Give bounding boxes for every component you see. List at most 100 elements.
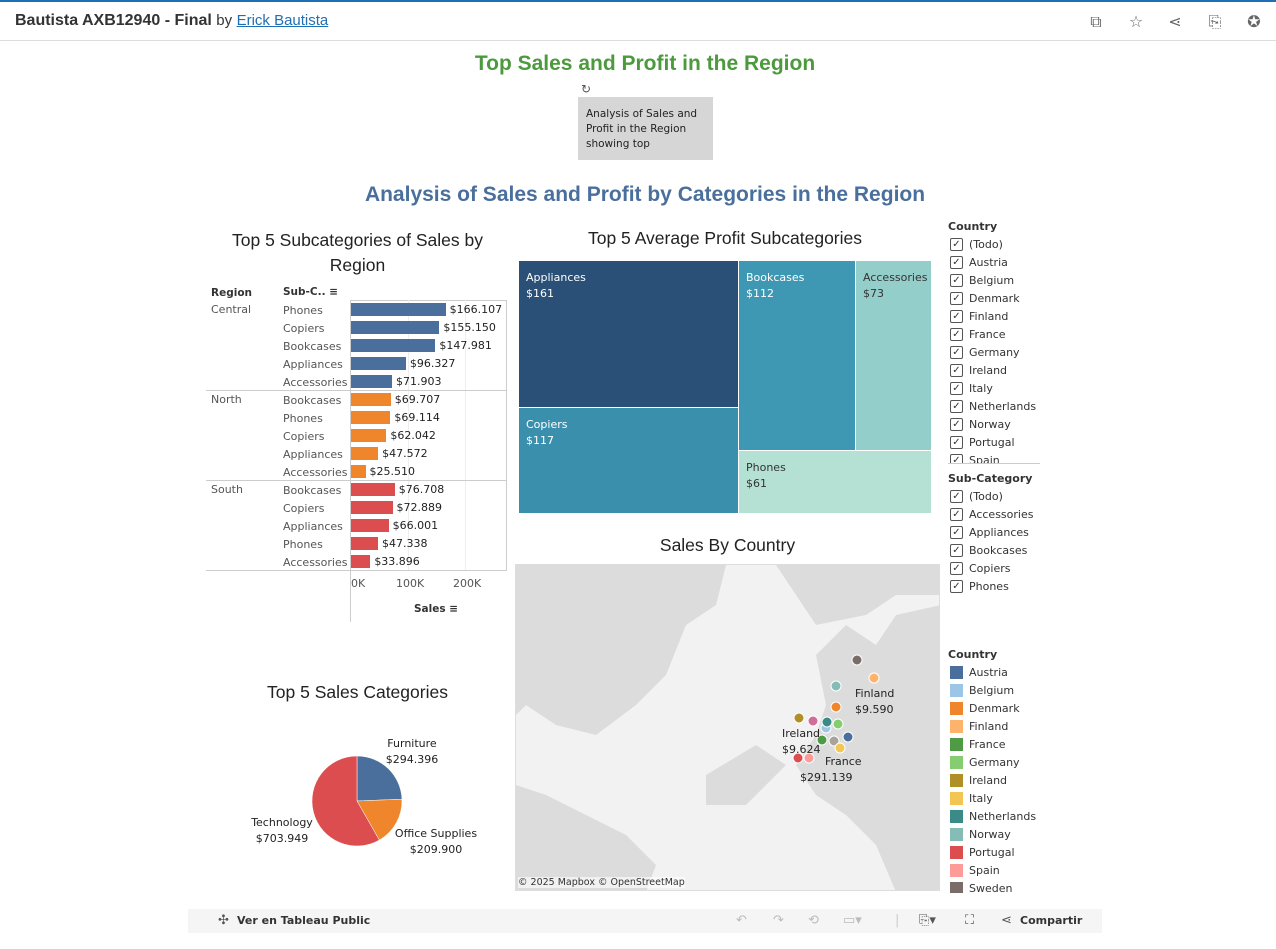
badge-icon[interactable]: ✪ bbox=[1247, 12, 1261, 31]
filter-option[interactable]: ✓ Denmark bbox=[950, 289, 1020, 307]
star-icon[interactable]: ☆ bbox=[1128, 12, 1144, 31]
legend-item[interactable]: Spain bbox=[950, 861, 1000, 879]
filter-option[interactable]: ✓ (Todo) bbox=[950, 487, 1003, 505]
treemap-cell-phones[interactable]: Phones $61 bbox=[739, 451, 932, 514]
bar[interactable] bbox=[351, 375, 392, 388]
bar[interactable] bbox=[351, 555, 371, 568]
bar[interactable] bbox=[351, 411, 391, 424]
legend-item[interactable]: Belgium bbox=[950, 681, 1014, 699]
pie-slice[interactable] bbox=[356, 755, 403, 802]
filter-option[interactable]: ✓ Finland bbox=[950, 307, 1008, 325]
refresh-icon[interactable]: ↻ bbox=[581, 82, 592, 96]
country-marker-italy[interactable] bbox=[834, 742, 846, 754]
legend-item[interactable]: Italy bbox=[950, 789, 993, 807]
country-marker-france[interactable] bbox=[816, 734, 828, 746]
filter-option[interactable]: ✓ Norway bbox=[950, 415, 1011, 433]
checkbox-checked-icon[interactable]: ✓ bbox=[950, 507, 963, 521]
share-button[interactable]: Compartir bbox=[1020, 914, 1083, 927]
copy-icon[interactable]: ⧉ bbox=[1090, 12, 1102, 31]
filter-option[interactable]: ✓ (Todo) bbox=[950, 235, 1003, 253]
country-marker-denmark[interactable] bbox=[830, 701, 842, 713]
share-icon[interactable]: ⋖ bbox=[1001, 913, 1012, 928]
checkbox-checked-icon[interactable]: ✓ bbox=[950, 309, 963, 323]
map[interactable]: Finland $9.590 Ireland $9.624 France $291.139 bbox=[515, 564, 940, 891]
treemap-cell-bookcases[interactable]: Bookcases $112 bbox=[739, 261, 856, 451]
filter-option[interactable]: ✓ Austria bbox=[950, 253, 1008, 271]
filter-option[interactable]: ✓ Belgium bbox=[950, 271, 1014, 289]
checkbox-checked-icon[interactable]: ✓ bbox=[950, 381, 963, 395]
bar[interactable] bbox=[351, 357, 406, 370]
filter-option[interactable]: ✓ Copiers bbox=[950, 559, 1010, 577]
legend-item[interactable]: Norway bbox=[950, 825, 1011, 843]
checkbox-checked-icon[interactable]: ✓ bbox=[950, 543, 963, 557]
undo-icon[interactable]: ↶ bbox=[736, 913, 747, 928]
bar[interactable] bbox=[351, 465, 366, 478]
treemap-cell-copiers[interactable]: Copiers $117 bbox=[519, 408, 739, 514]
checkbox-checked-icon[interactable]: ✓ bbox=[950, 525, 963, 539]
bar[interactable] bbox=[351, 303, 446, 316]
pie-slice[interactable] bbox=[356, 798, 403, 841]
legend-item[interactable]: Sweden bbox=[950, 879, 1012, 893]
pause-icon[interactable]: ▭▾ bbox=[843, 913, 862, 928]
bar[interactable] bbox=[351, 537, 378, 550]
legend-item[interactable]: Netherlands bbox=[950, 807, 1036, 825]
revert-icon[interactable]: ⟲ bbox=[808, 913, 819, 928]
country-marker-spain[interactable] bbox=[803, 752, 815, 764]
legend-item[interactable]: Portugal bbox=[950, 843, 1015, 861]
filter-option[interactable]: ✓ Bookcases bbox=[950, 541, 1027, 559]
country-marker-finland[interactable] bbox=[868, 672, 880, 684]
download-icon[interactable]: ⎘ bbox=[1208, 12, 1222, 31]
country-marker-sweden[interactable] bbox=[851, 654, 863, 666]
pie-slice[interactable] bbox=[311, 755, 380, 847]
checkbox-checked-icon[interactable]: ✓ bbox=[950, 453, 963, 463]
bar[interactable] bbox=[351, 519, 389, 532]
legend-item[interactable]: France bbox=[950, 735, 1006, 753]
legend-item[interactable]: Germany bbox=[950, 753, 1020, 771]
country-marker[interactable] bbox=[807, 715, 819, 727]
download-icon[interactable]: ⎘▾ bbox=[919, 913, 936, 928]
checkbox-checked-icon[interactable]: ✓ bbox=[950, 417, 963, 431]
filter-option[interactable]: ✓ Germany bbox=[950, 343, 1020, 361]
subcategory-header[interactable]: Sub-C.. ≡ bbox=[283, 286, 338, 298]
checkbox-checked-icon[interactable]: ✓ bbox=[950, 327, 963, 341]
country-marker-germany[interactable] bbox=[832, 718, 844, 730]
country-marker-netherlands[interactable] bbox=[821, 716, 833, 728]
redo-icon[interactable]: ↷ bbox=[773, 913, 784, 928]
checkbox-checked-icon[interactable]: ✓ bbox=[950, 489, 963, 503]
bar[interactable] bbox=[351, 339, 436, 352]
bar[interactable] bbox=[351, 501, 393, 514]
country-marker-norway[interactable] bbox=[830, 680, 842, 692]
filter-option[interactable]: ✓ Appliances bbox=[950, 523, 1029, 541]
bar[interactable] bbox=[351, 429, 387, 442]
filter-option[interactable]: ✓ Italy bbox=[950, 379, 993, 397]
country-marker-ireland[interactable] bbox=[793, 712, 805, 724]
checkbox-checked-icon[interactable]: ✓ bbox=[950, 237, 963, 251]
share-icon[interactable]: ⋖ bbox=[1168, 12, 1182, 31]
legend-item[interactable]: Austria bbox=[950, 663, 1008, 681]
country-marker[interactable] bbox=[828, 735, 840, 747]
author-link[interactable]: Erick Bautista bbox=[236, 12, 329, 29]
legend-item[interactable]: Ireland bbox=[950, 771, 1007, 789]
checkbox-checked-icon[interactable]: ✓ bbox=[950, 435, 963, 449]
filter-option[interactable]: ✓ Netherlands bbox=[950, 397, 1036, 415]
checkbox-checked-icon[interactable]: ✓ bbox=[950, 399, 963, 413]
checkbox-checked-icon[interactable]: ✓ bbox=[950, 255, 963, 269]
fullscreen-icon[interactable]: ⛶ bbox=[965, 913, 975, 928]
bar[interactable] bbox=[351, 393, 391, 406]
bar[interactable] bbox=[351, 447, 379, 460]
legend-item[interactable]: Denmark bbox=[950, 699, 1020, 717]
country-marker-portugal[interactable] bbox=[792, 752, 804, 764]
treemap-cell-appliances[interactable]: Appliances $161 bbox=[519, 261, 739, 408]
checkbox-checked-icon[interactable]: ✓ bbox=[950, 579, 963, 593]
filter-option[interactable]: ✓ Accessories bbox=[950, 505, 1033, 523]
filter-option[interactable]: ✓ France bbox=[950, 325, 1006, 343]
checkbox-checked-icon[interactable]: ✓ bbox=[950, 291, 963, 305]
filter-option[interactable]: ✓ Ireland bbox=[950, 361, 1007, 379]
sort-icon[interactable]: ≡ bbox=[329, 286, 339, 298]
legend-item[interactable]: Finland bbox=[950, 717, 1008, 735]
filter-option[interactable]: ✓ Spain bbox=[950, 451, 1000, 463]
checkbox-checked-icon[interactable]: ✓ bbox=[950, 561, 963, 575]
checkbox-checked-icon[interactable]: ✓ bbox=[950, 345, 963, 359]
bar[interactable] bbox=[351, 321, 440, 334]
treemap-cell-accessories[interactable]: Accessories $73 bbox=[856, 261, 932, 451]
